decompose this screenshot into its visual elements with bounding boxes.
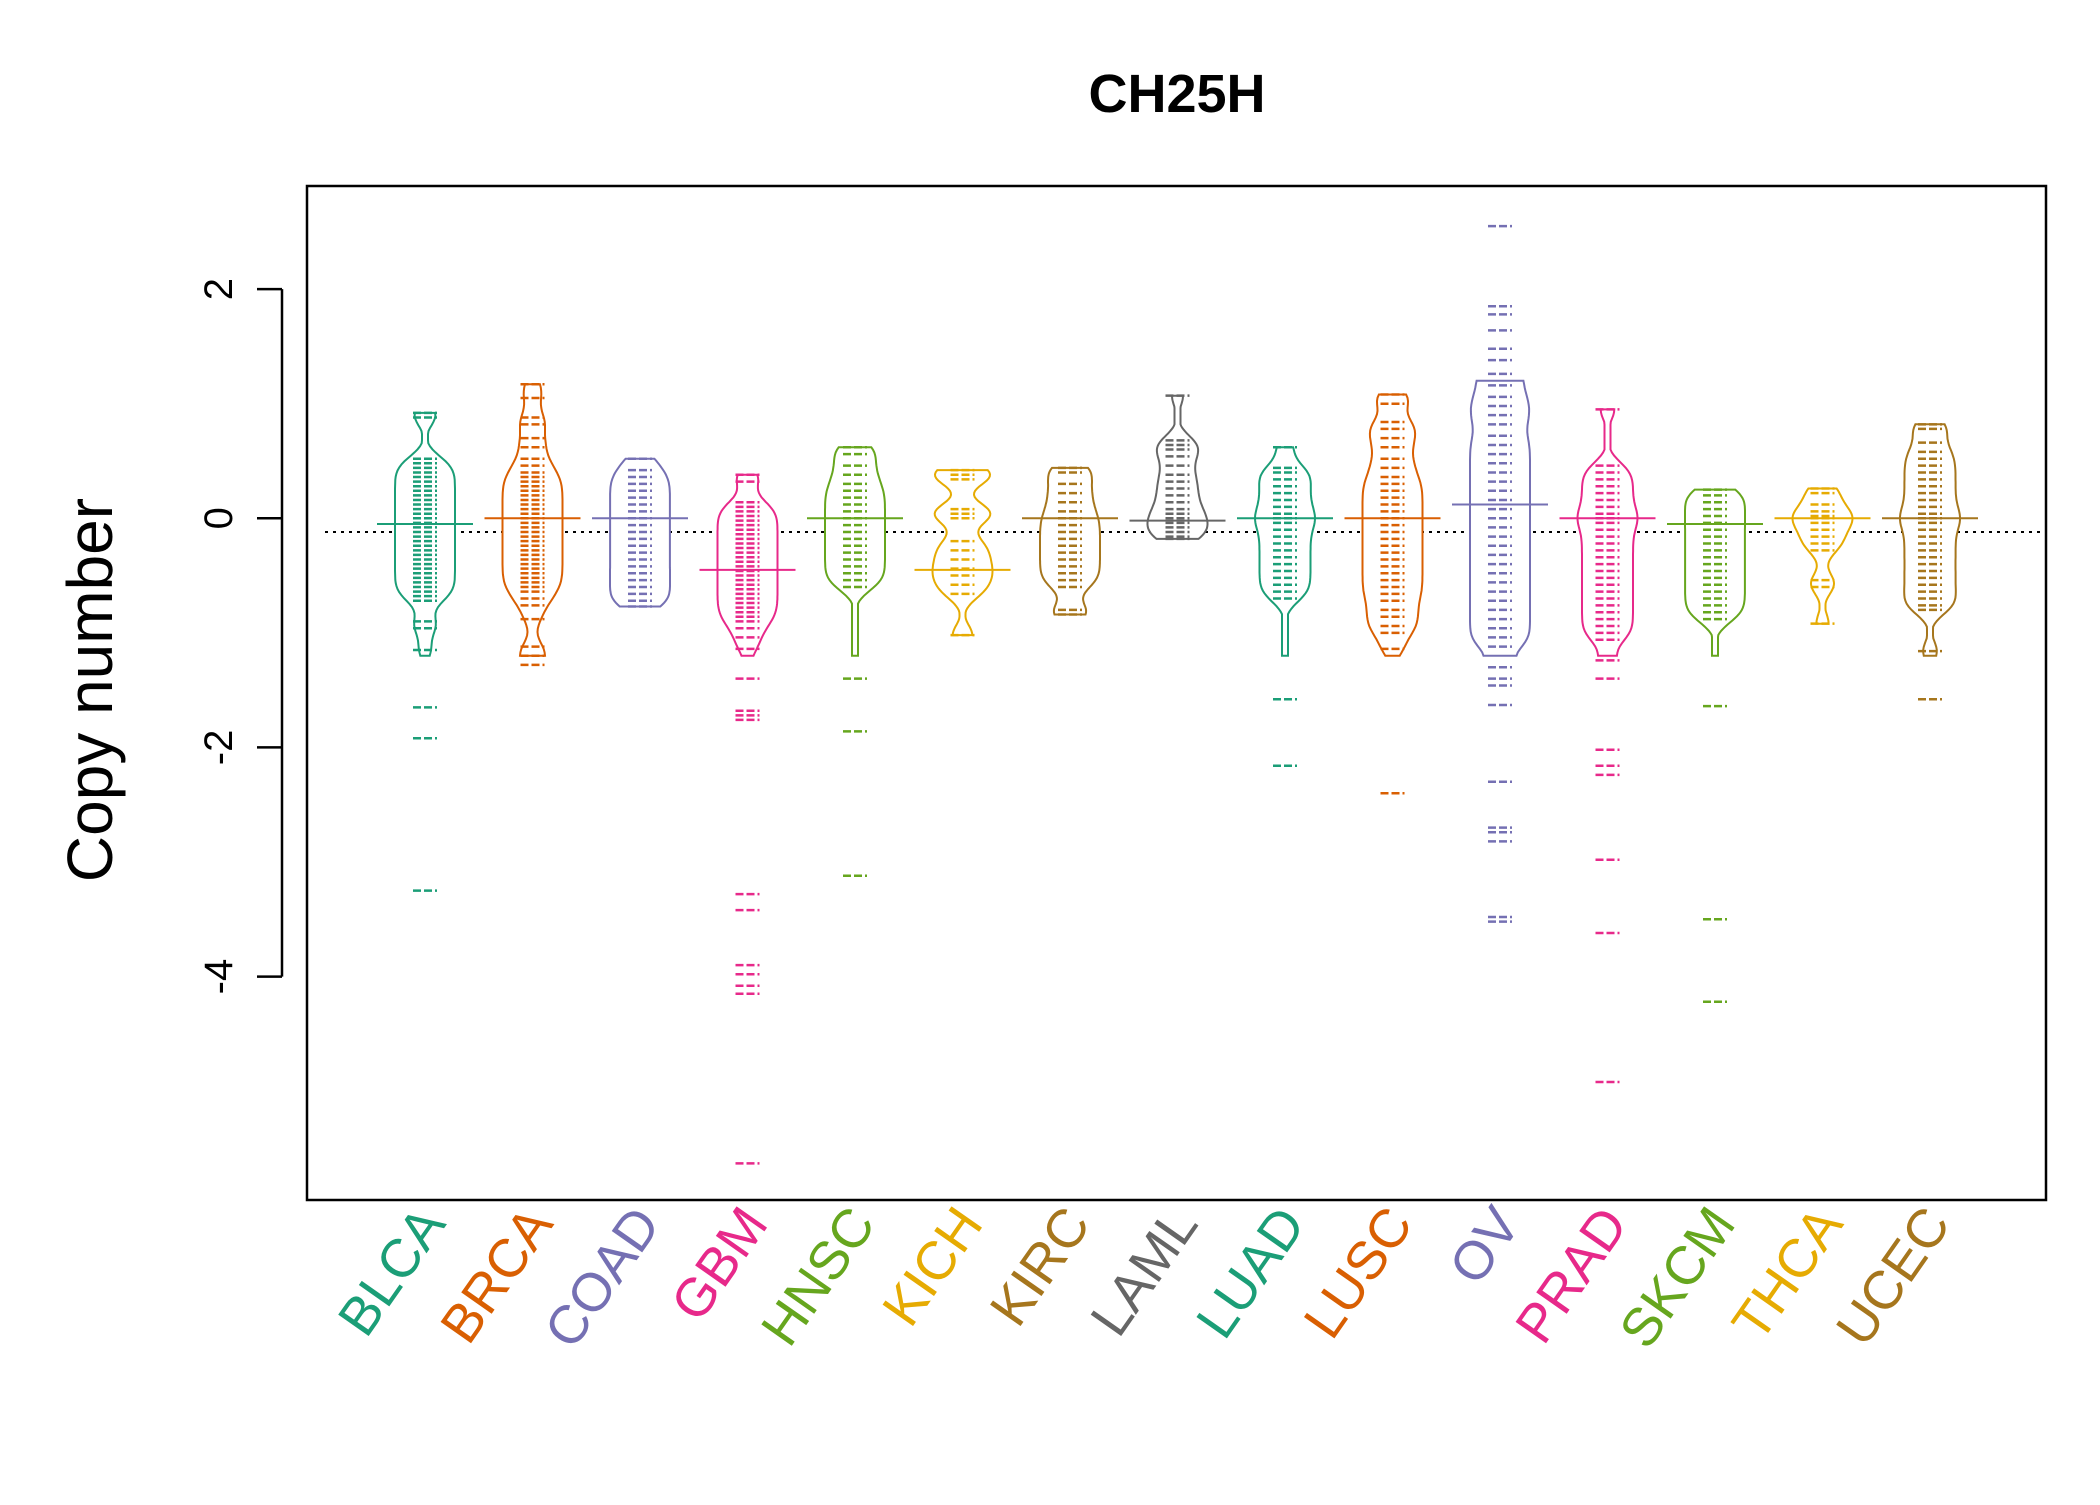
bean-lusc (1344, 393, 1441, 795)
bean-gbm (699, 473, 796, 1165)
plot-frame (305, 184, 2048, 1202)
bean-thca (1774, 487, 1871, 625)
bean-density (501, 383, 564, 657)
y-tick-label: -4 (197, 959, 241, 995)
bean-density (1899, 423, 1961, 657)
bean-density (1684, 488, 1746, 657)
y-tick-label: 0 (197, 507, 241, 529)
bean-prad (1559, 408, 1656, 1084)
bean-laml (1129, 394, 1226, 541)
bean-density (1039, 466, 1101, 616)
bean-skcm (1667, 488, 1763, 1004)
bean-ov (1452, 224, 1548, 923)
bean-ucec (1882, 423, 1978, 701)
plot-area (325, 224, 2042, 1165)
y-tick-label: -2 (197, 730, 241, 766)
bean-coad (592, 457, 688, 608)
bean-blca (377, 411, 473, 892)
bean-density (931, 469, 994, 637)
bean-brca (484, 382, 581, 667)
chart-title: CH25H (1088, 64, 1265, 124)
bean-kirc (1022, 466, 1118, 616)
y-axis: -4 -2 0 2 (197, 278, 284, 995)
bean-kich (914, 468, 1011, 637)
y-tick-label: 2 (197, 278, 241, 300)
bean-hnsc (807, 445, 903, 877)
bean-luad (1237, 445, 1333, 768)
y-axis-label: Copy number (54, 498, 126, 882)
